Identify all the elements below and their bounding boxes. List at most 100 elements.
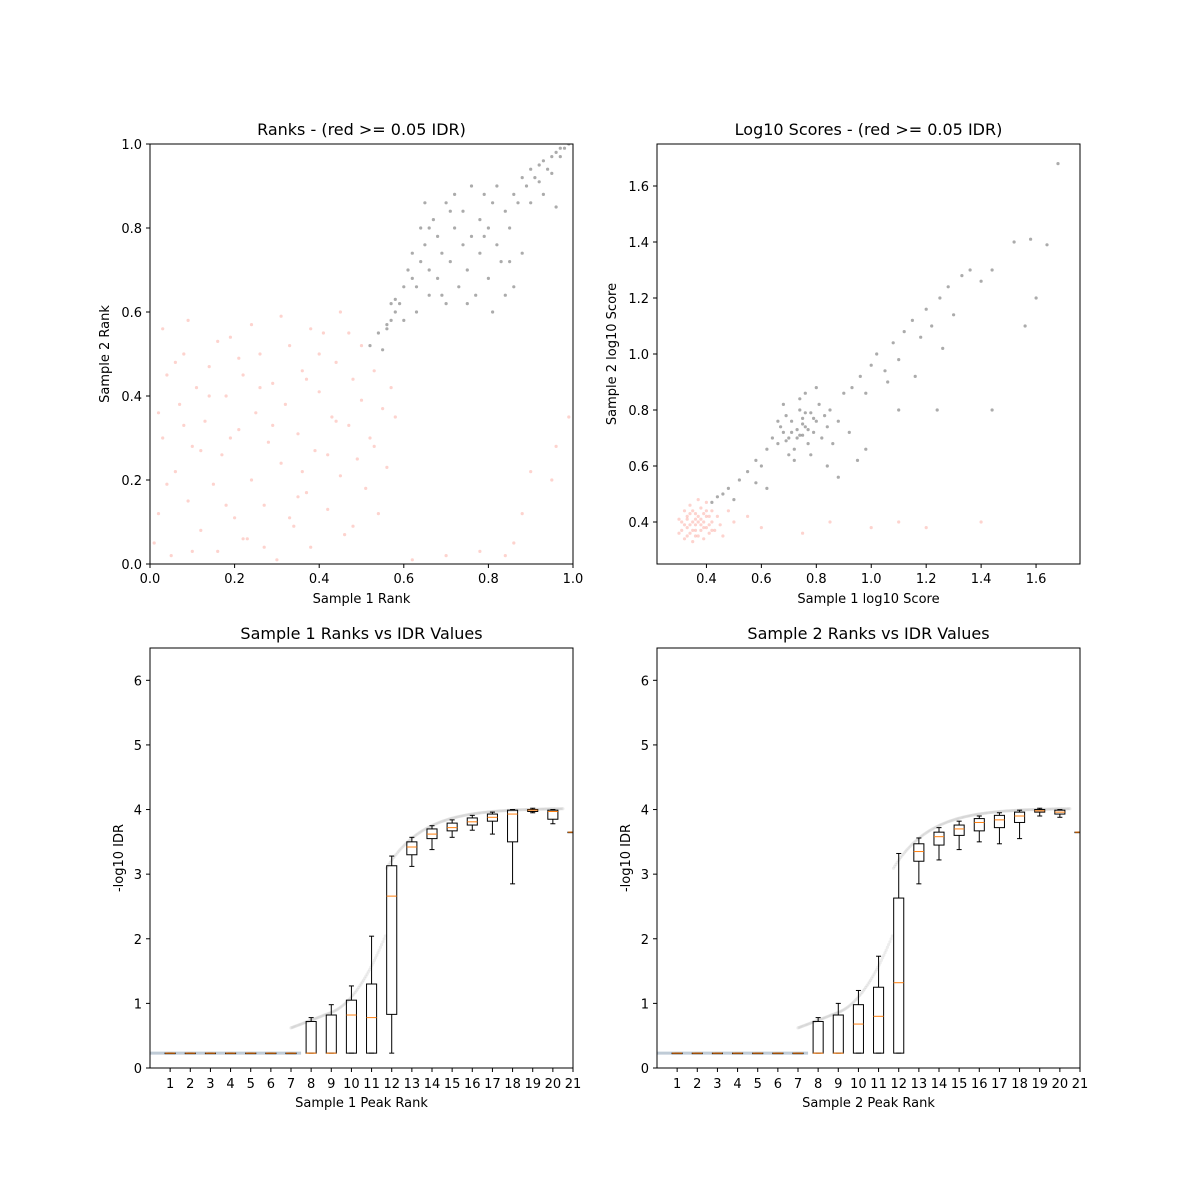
idr-point (920, 833, 925, 838)
chart-title: Sample 2 Ranks vs IDR Values (747, 624, 989, 643)
x-tick-label: 0.0 (140, 572, 161, 587)
x-tick-label: 6 (267, 1077, 275, 1092)
x-tick-label: 18 (1011, 1077, 1028, 1092)
boxplot-4 (225, 1052, 237, 1055)
idr-point (895, 861, 899, 865)
scatter-point-high-idr (381, 348, 385, 352)
boxplot-11 (873, 955, 885, 1054)
idr-point (891, 866, 896, 870)
scatter-point-low-idr (718, 523, 722, 527)
idr-point (959, 816, 963, 820)
scatter-point-high-idr (770, 436, 775, 440)
idr-point (415, 833, 419, 837)
x-tick-label: 1.0 (563, 572, 584, 587)
scatter-point-high-idr (410, 276, 414, 280)
idr-point (313, 1017, 317, 1021)
idr-point (970, 813, 974, 817)
scatter-point-high-idr (732, 498, 736, 502)
x-tick-label: 18 (504, 1077, 521, 1092)
idr-point (974, 813, 978, 817)
idr-point (872, 972, 876, 976)
scatter-point-high-idr (503, 293, 507, 297)
scatter-point-high-idr (558, 155, 562, 159)
scatter-point-high-idr (952, 313, 956, 317)
idr-point (901, 852, 905, 857)
scatter-point-low-idr (707, 514, 711, 519)
idr-point (963, 815, 967, 819)
idr-point (1045, 807, 1049, 811)
idr-point (875, 968, 879, 972)
idr-point (382, 937, 386, 941)
x-axis-label: Sample 1 log10 Score (797, 592, 939, 607)
x-tick-label: 15 (951, 1077, 968, 1092)
scatter-point-low-idr (224, 503, 228, 507)
idr-point (962, 815, 966, 819)
idr-point (378, 945, 382, 949)
scatter-point-low-idr (169, 554, 173, 558)
scatter-point-high-idr (812, 416, 816, 420)
scatter-point-low-idr (338, 310, 342, 314)
scatter-point-high-idr (968, 268, 972, 272)
idr-point (1023, 808, 1027, 812)
scatter-point-high-idr (869, 363, 873, 367)
scatter-point-high-idr (423, 243, 427, 247)
scatter-point-high-idr (941, 346, 945, 350)
scatter-point-high-idr (806, 428, 810, 432)
idr-point (312, 1017, 316, 1021)
idr-point (823, 1016, 827, 1020)
x-tick-label: 17 (484, 1077, 501, 1092)
scatter-point-high-idr (516, 201, 520, 205)
idr-point (294, 1024, 298, 1028)
scatter-point-high-idr (883, 369, 887, 373)
scatter-point-low-idr (224, 394, 228, 398)
idr-point (487, 810, 491, 814)
scatter-point-high-idr (825, 464, 829, 468)
idr-point (989, 810, 994, 815)
scatter-point-high-idr (541, 159, 546, 163)
idr-point (522, 808, 526, 812)
idr-point (867, 980, 871, 984)
boxplot-10 (852, 989, 864, 1054)
scatter-point-high-idr (765, 447, 769, 451)
chart-title: Sample 1 Ranks vs IDR Values (240, 624, 482, 643)
scatter-point-low-idr (258, 352, 262, 356)
x-tick-label: 6 (774, 1077, 782, 1092)
scatter-point-high-idr (798, 408, 802, 412)
scatter-point-high-idr (864, 391, 868, 395)
box-iqr (973, 818, 985, 832)
scatter-point-low-idr (304, 377, 309, 381)
scatter-point-low-idr (241, 537, 245, 541)
idr-point (951, 818, 955, 822)
scatter-point-high-idr (402, 285, 406, 289)
scatter-point-low-idr (182, 352, 186, 356)
idr-point (381, 940, 385, 944)
idr-point (436, 821, 440, 825)
box-iqr (913, 843, 925, 862)
scatter-point-low-idr (249, 478, 254, 482)
idr-point (352, 992, 356, 996)
box-iqr (406, 841, 418, 856)
scatter-point-high-idr (823, 414, 827, 418)
y-tick-label: 2 (641, 933, 649, 948)
x-tick-label: 4 (226, 1077, 234, 1092)
idr-point (821, 1016, 826, 1020)
scatter-point-low-idr (216, 339, 220, 343)
scatter-point-low-idr (207, 394, 211, 398)
chart-title: Ranks - (red >= 0.05 IDR) (257, 120, 466, 139)
boxplot-3 (204, 1052, 216, 1055)
idr-point (885, 945, 890, 949)
scatter-point-high-idr (836, 419, 840, 423)
idr-point (1029, 808, 1033, 812)
x-tick-label: 3 (206, 1077, 214, 1092)
y-tick-label: 0 (641, 1062, 649, 1077)
idr-point (1013, 808, 1018, 813)
scatter-point-low-idr (550, 478, 554, 482)
scatter-point-high-idr (935, 408, 939, 412)
idr-point (458, 814, 462, 818)
scatter-point-low-idr (704, 500, 709, 504)
scatter-point-low-idr (685, 517, 689, 521)
scatter-point-low-idr (444, 554, 448, 558)
x-tick-label: 0.8 (806, 572, 827, 587)
scatter-point-high-idr (847, 430, 851, 434)
scatter-point-high-idr (453, 226, 457, 230)
